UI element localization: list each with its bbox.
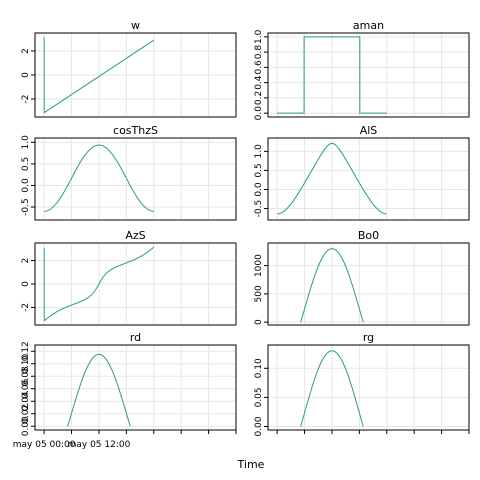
- panel-rd: rd 0.000.020.040.060.080.100.12 may 05 00:…: [13, 331, 237, 450]
- y-tick-label: -2: [21, 303, 31, 312]
- series-line: [300, 248, 364, 323]
- y-tick-label: 2: [21, 258, 31, 264]
- panel-title: w: [131, 19, 140, 32]
- y-tick-label: 0.8: [254, 45, 264, 60]
- panel-aman: aman 0.00.20.40.60.81.0: [254, 19, 470, 121]
- y-tick-label: 1.0: [21, 135, 31, 150]
- series-line: [43, 246, 155, 321]
- panel-title: rd: [130, 331, 141, 344]
- y-tick-label: 0.04: [21, 391, 31, 411]
- series-line: [277, 36, 387, 114]
- panel-als: AlS -0.5 0.0 0.5 1.0: [254, 124, 470, 221]
- panel-w: w -2 0 2: [21, 19, 237, 118]
- panel-frame: [267, 344, 470, 431]
- panel-rg: rg 0.00 0.05 0.10: [254, 331, 470, 437]
- y-tick-label: 0: [21, 72, 31, 78]
- y-tick-label: 0.12: [21, 341, 31, 361]
- y-tick-label: 2: [21, 48, 31, 54]
- series-line: [277, 142, 387, 215]
- panel-bo0: Bo0 0 500 1000: [254, 229, 470, 326]
- panel-costhzs: cosThzS -0.5 0.0 0.5 1.0: [21, 124, 237, 221]
- y-tick-label: 0.0: [254, 182, 264, 197]
- y-tick-label: 0.2: [254, 91, 264, 105]
- panel-title: rg: [363, 331, 374, 344]
- y-tick-label: 0.5: [254, 163, 264, 177]
- panel-title: cosThzS: [113, 124, 158, 137]
- panel-frame: [34, 137, 237, 221]
- y-tick-label: 0.6: [254, 60, 264, 75]
- panel-title: AlS: [360, 124, 378, 137]
- y-tick-label: 0.02: [21, 404, 31, 424]
- y-tick-label: -0.5: [254, 200, 264, 218]
- y-tick-label: 0.4: [254, 75, 264, 90]
- y-tick-label: 1000: [254, 254, 264, 277]
- series-line: [300, 350, 364, 427]
- y-tick-label: 0.00: [21, 416, 31, 436]
- panel-title: aman: [353, 19, 384, 32]
- panels: w-202aman0.00.20.40.60.81.0cosThzS-0.50.…: [13, 19, 470, 450]
- panel-frame: [267, 32, 470, 118]
- y-tick-label: 500: [254, 285, 264, 302]
- x-tick-label: may 05 12:00: [68, 440, 131, 450]
- panel-azs: AzS -2 0 2: [21, 229, 237, 326]
- y-tick-label: 0.00: [254, 416, 264, 436]
- y-tick-label: -2: [21, 95, 31, 104]
- y-tick-label: 0.06: [21, 378, 31, 398]
- panel-title: AzS: [125, 229, 145, 242]
- y-tick-label: 0.10: [21, 353, 31, 373]
- y-tick-label: -0.5: [21, 198, 31, 216]
- y-tick-label: 0.05: [254, 387, 264, 407]
- series-line: [67, 353, 131, 427]
- y-tick-label: 0.0: [21, 178, 31, 193]
- series-line: [44, 144, 154, 212]
- y-tick-label: 0.0: [254, 106, 264, 121]
- y-tick-label: 0: [21, 281, 31, 287]
- panel-title: Bo0: [358, 229, 379, 242]
- panel-frame: [267, 137, 470, 221]
- series-line: [43, 37, 155, 114]
- y-tick-label: 1.0: [254, 29, 264, 44]
- y-tick-label: 0: [254, 319, 264, 325]
- y-tick-label: 0.10: [254, 358, 264, 378]
- panel-frame: [34, 344, 237, 431]
- y-tick-label: 0.08: [21, 366, 31, 386]
- y-tick-label: 0.5: [21, 157, 31, 171]
- x-tick-label: may 05 00:00: [13, 440, 76, 450]
- y-tick-label: 1.0: [254, 144, 264, 159]
- panel-frame: [267, 242, 470, 326]
- x-axis-title: Time: [237, 458, 265, 471]
